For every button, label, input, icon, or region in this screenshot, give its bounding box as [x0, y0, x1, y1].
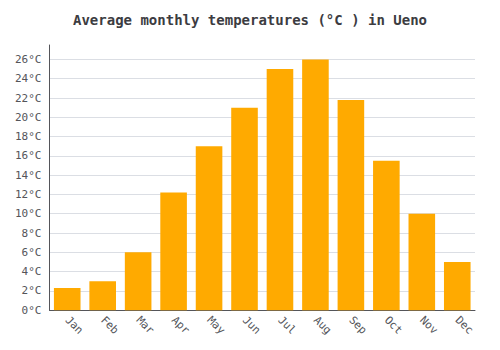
- svg-text:Aug: Aug: [311, 314, 334, 337]
- svg-text:14°C: 14°C: [15, 169, 42, 182]
- svg-text:12°C: 12°C: [15, 188, 42, 201]
- svg-text:4°C: 4°C: [22, 265, 42, 278]
- svg-text:24°C: 24°C: [15, 72, 42, 85]
- svg-text:Apr: Apr: [169, 314, 192, 337]
- svg-text:20°C: 20°C: [15, 111, 42, 124]
- svg-text:Feb: Feb: [98, 314, 121, 337]
- svg-text:Mar: Mar: [134, 314, 157, 337]
- svg-text:Jun: Jun: [240, 314, 263, 337]
- svg-text:18°C: 18°C: [15, 130, 42, 143]
- svg-text:Oct: Oct: [382, 314, 405, 337]
- svg-text:Nov: Nov: [417, 314, 440, 337]
- svg-text:6°C: 6°C: [22, 246, 42, 259]
- svg-text:16°C: 16°C: [15, 149, 42, 162]
- svg-text:0°C: 0°C: [22, 304, 42, 317]
- svg-text:Average monthly temperatures (: Average monthly temperatures (°C ) in Ue…: [73, 12, 427, 28]
- svg-text:Dec: Dec: [453, 314, 476, 337]
- svg-text:Jul: Jul: [275, 314, 298, 337]
- svg-text:2°C: 2°C: [22, 284, 42, 297]
- svg-text:May: May: [204, 314, 227, 337]
- svg-text:8°C: 8°C: [22, 227, 42, 240]
- svg-text:Jan: Jan: [63, 314, 86, 337]
- svg-text:26°C: 26°C: [15, 53, 42, 66]
- svg-text:22°C: 22°C: [15, 92, 42, 105]
- svg-text:10°C: 10°C: [15, 207, 42, 220]
- svg-text:Sep: Sep: [346, 314, 369, 337]
